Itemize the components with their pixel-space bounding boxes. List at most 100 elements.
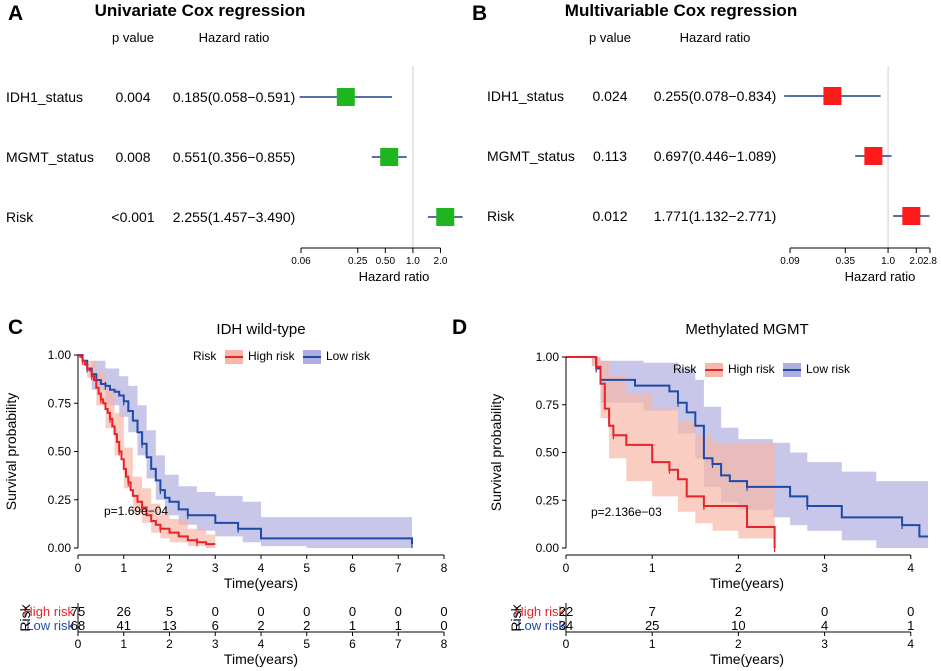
panel-b-row-pvalue: 0.012 [592,208,627,224]
panel-c-risk-low-count: 13 [162,618,176,633]
panel-d-risk-x-axis-title: Time(years) [710,651,784,667]
panel-d-high-risk-curve [566,356,776,548]
panel-c-risk-x-tick-label: 5 [303,637,310,651]
panel-a-x-tick-label: 1.0 [406,256,420,267]
panel-d-risk-table-title: Risk [508,603,524,631]
panel-a-row-label: IDH1_status [6,89,83,105]
panel-c-risk-table-high-label: High risk [23,604,74,619]
panel-c-x-axis-title: Time(years) [224,575,298,591]
panel-a-row-pvalue: 0.008 [115,149,150,165]
panel-d-risk-low-count: 1 [907,618,914,633]
panel-a-row-hr-text: 0.185(0.058−0.591) [173,89,296,105]
panel-c-risk-x-tick-label: 6 [349,637,356,651]
panel-c-y-tick-label: 1.00 [48,348,72,362]
panel-a-forest-plot: A Univariate Cox regression p value Hazard … [6,1,463,284]
panel-b-forest-plot: B Multivariable Cox regression p value Haza… [472,1,937,284]
panel-b-x-tick-label: 0.09 [780,256,800,267]
panel-b-column-hazard-ratio: Hazard ratio [680,30,751,45]
panel-d-y-tick-label: 0.25 [536,493,560,507]
panel-d-x-tick-label: 3 [821,561,828,575]
panel-c-legend-high-label: High risk [248,349,296,363]
panel-c-y-tick-label: 0.00 [48,541,72,555]
panel-c-title: IDH wild-type [216,321,305,338]
panel-c-risk-x-tick-label: 3 [212,637,219,651]
panel-c-risk-x-tick-label: 7 [395,637,402,651]
panel-a-x-axis-title: Hazard ratio [359,269,430,284]
panel-b-column-pvalue: p value [589,30,631,45]
panel-d-risk-high-count: 0 [821,604,828,619]
panel-d-x-tick-label: 1 [649,561,656,575]
panel-d-high-risk-ci-band [566,357,775,548]
panel-b-x-tick-label: 2.8 [923,256,937,267]
panel-c-high-risk-ci-band [78,355,216,548]
panel-a-row-label: Risk [6,209,34,225]
panel-b-x-axis-title: Hazard ratio [845,269,916,284]
panel-d-risk-x-tick-label: 0 [563,637,570,651]
panel-d-risk-low-count: 4 [821,618,828,633]
panel-d-x-tick-label: 2 [735,561,742,575]
panel-a-x-tick-label: 0.25 [348,256,368,267]
panel-a-title: Univariate Cox regression [95,1,306,20]
panel-a-row-hr-text: 2.255(1.457−3.490) [173,209,296,225]
panel-c-risk-low-count: 0 [440,618,447,633]
panel-c-legend-title: Risk [193,349,217,363]
panel-d-risk-high-count: 0 [907,604,914,619]
panel-c-risk-low-count: 1 [395,618,402,633]
panel-c-risk-low-count: 1 [349,618,356,633]
panel-d-y-tick-label: 0.75 [536,398,560,412]
panel-a-hr-marker [336,88,355,106]
panel-c-risk-x-axis-title: Time(years) [224,651,298,667]
panel-d-low-risk-curve [566,356,928,538]
panel-c-risk-low-count: 2 [257,618,264,633]
panel-d-title: Methylated MGMT [685,321,808,338]
panel-c-risk-table-title: Risk [17,603,33,631]
panel-c-risk-high-count: 0 [257,604,264,619]
panel-c-panel-letter: C [8,316,23,339]
panel-c-risk-low-count: 2 [303,618,310,633]
panel-d-y-axis-title: Survival probability [488,394,504,512]
panel-d-pvalue: p=2.136e−03 [591,505,662,519]
panel-c-risk-high-count: 0 [440,604,447,619]
panel-c-legend-low-label: Low risk [326,349,371,363]
panel-a-x-tick-label: 0.06 [291,256,311,267]
panel-b-hr-marker [902,207,921,225]
panel-c-x-tick-label: 8 [441,561,448,575]
panel-d-risk-low-count: 25 [645,618,659,633]
panel-b-x-tick-label: 2.0 [909,256,923,267]
panel-c-risk-high-count: 5 [166,604,173,619]
panel-b-row-label: Risk [487,208,515,224]
panel-c-low-risk-ci-band [78,355,412,548]
panel-d-x-axis-title: Time(years) [710,575,784,591]
panel-d-y-tick-label: 1.00 [536,350,560,364]
panel-b-x-tick-label: 0.35 [836,256,856,267]
panel-d-risk-high-count: 22 [559,604,573,619]
panel-d-risk-high-count: 2 [735,604,742,619]
panel-c-risk-high-count: 75 [71,604,85,619]
panel-c-risk-high-count: 0 [395,604,402,619]
panel-b-title: Multivariable Cox regression [565,1,797,20]
panel-c-y-tick-label: 0.75 [48,396,72,410]
panel-b-panel-letter: B [472,2,487,25]
panel-d-risk-x-tick-label: 3 [821,637,828,651]
panel-c-risk-high-count: 0 [212,604,219,619]
panel-b-row-pvalue: 0.113 [593,148,627,164]
panel-d-y-tick-label: 0.50 [536,446,560,460]
panel-a-x-tick-label: 2.0 [434,256,448,267]
panel-d-y-tick-label: 0.00 [536,541,560,555]
panel-b-row-label: IDH1_status [487,88,564,104]
panel-c-risk-low-count: 6 [212,618,219,633]
panel-c-x-tick-label: 5 [303,561,310,575]
panel-b-row-hr-text: 0.697(0.446−1.089) [654,148,777,164]
panel-c-x-tick-label: 4 [258,561,265,575]
panel-c-risk-x-tick-label: 4 [258,637,265,651]
panel-c-x-tick-label: 7 [395,561,402,575]
panel-b-row-hr-text: 0.255(0.078−0.834) [654,88,777,104]
panel-d-risk-table-low-label: Low risk [517,618,565,633]
panel-c-x-tick-label: 6 [349,561,356,575]
panel-b-x-tick-label: 1.0 [881,256,895,267]
panel-a-panel-letter: A [8,2,23,25]
panel-d-x-tick-label: 0 [563,561,570,575]
